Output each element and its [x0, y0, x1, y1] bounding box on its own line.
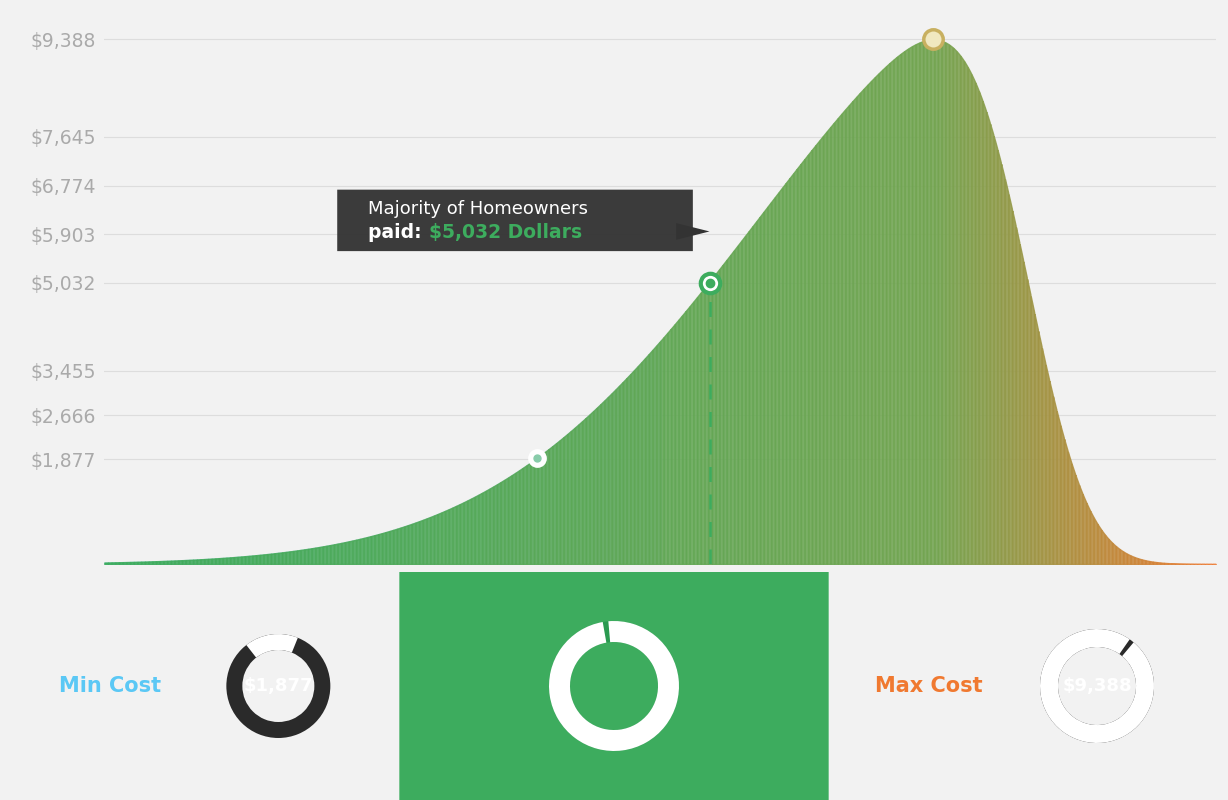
Text: $5,032: $5,032 [573, 676, 655, 696]
FancyBboxPatch shape [399, 548, 829, 800]
Wedge shape [247, 634, 298, 658]
Text: Min Cost: Min Cost [59, 676, 162, 696]
FancyBboxPatch shape [338, 190, 693, 251]
Text: $9,388: $9,388 [1062, 677, 1132, 695]
Text: Max Cost: Max Cost [876, 676, 982, 696]
Polygon shape [677, 223, 710, 240]
Wedge shape [549, 621, 679, 751]
Wedge shape [226, 634, 330, 738]
Wedge shape [1040, 629, 1154, 743]
Text: Avg Cost: Avg Cost [425, 674, 542, 698]
Text: paid:: paid: [368, 223, 429, 242]
Wedge shape [1040, 629, 1154, 743]
Text: Majority of Homeowners: Majority of Homeowners [368, 200, 588, 218]
Text: $1,877: $1,877 [243, 677, 313, 695]
Wedge shape [549, 621, 679, 751]
Text: $5,032 Dollars: $5,032 Dollars [430, 223, 582, 242]
